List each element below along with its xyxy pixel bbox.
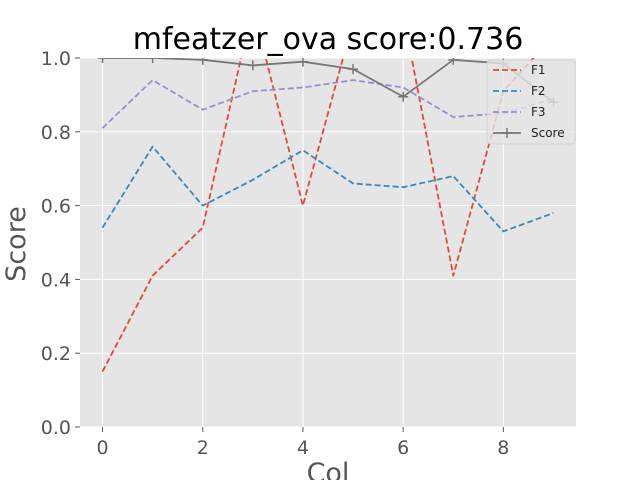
x-tick-label: 2 xyxy=(197,437,209,459)
legend-marker-score xyxy=(502,128,512,138)
series-line-f2 xyxy=(101,145,554,233)
legend-label-f3: F3 xyxy=(531,105,546,119)
y-axis-ticks: 0.0 0.2 0.4 0.6 0.8 1.0 xyxy=(41,48,80,439)
y-tick-label: 0.4 xyxy=(41,269,71,291)
y-tick-label: 0.0 xyxy=(41,417,71,439)
score-point-marker xyxy=(97,58,108,63)
series-line-f1 xyxy=(101,58,535,373)
x-tick-label: 6 xyxy=(397,437,409,459)
x-axis-label: Col xyxy=(307,458,350,480)
score-point-marker xyxy=(448,58,459,65)
legend-label-f1: F1 xyxy=(531,63,546,77)
legend-label-score: Score xyxy=(531,126,565,140)
legend-label-f2: F2 xyxy=(531,84,546,98)
x-tick-label: 0 xyxy=(96,437,108,459)
chart-title: mfeatzer_ova score:0.736 xyxy=(133,22,524,57)
legend-box xyxy=(486,59,576,145)
legend: F1 F2 F3 Score xyxy=(486,59,576,145)
y-tick-label: 0.2 xyxy=(41,343,71,365)
series-line-f3 xyxy=(101,79,554,129)
score-point-marker xyxy=(147,58,158,63)
x-axis-ticks: 0 2 4 6 8 xyxy=(96,427,509,459)
y-axis-label: Score xyxy=(1,206,32,282)
score-point-marker xyxy=(348,64,359,75)
score-point-marker xyxy=(297,58,308,67)
x-tick-label: 8 xyxy=(497,437,509,459)
score-point-marker xyxy=(247,60,258,71)
score-point-marker xyxy=(197,58,208,65)
y-tick-label: 1.0 xyxy=(41,48,71,70)
score-point-marker xyxy=(398,91,409,102)
y-tick-label: 0.8 xyxy=(41,122,71,144)
series-lines xyxy=(97,58,559,373)
series-line-score xyxy=(102,58,555,104)
x-tick-label: 4 xyxy=(297,437,309,459)
y-tick-label: 0.6 xyxy=(41,196,71,218)
